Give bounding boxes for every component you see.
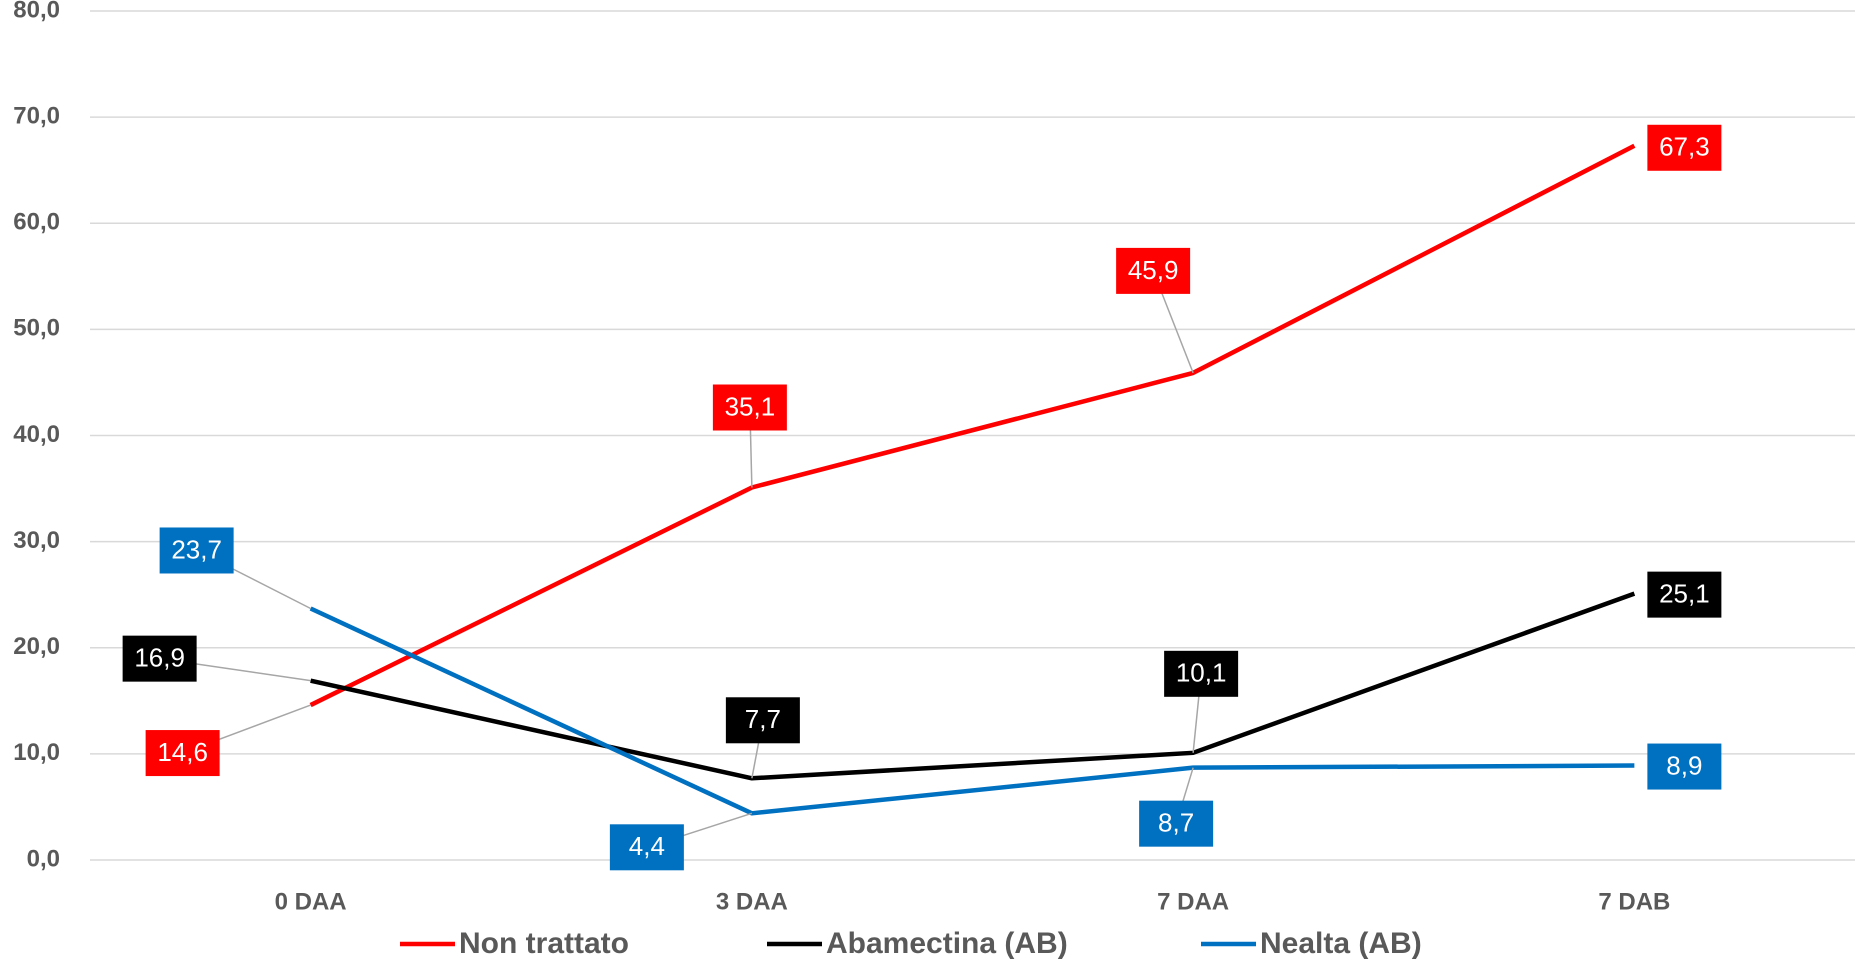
series-line	[309, 606, 1635, 816]
data-label-box	[159, 527, 234, 574]
series-line	[309, 143, 1636, 708]
x-tick-label: 0 DAA	[275, 888, 347, 915]
y-tick-label: 70,0	[13, 102, 60, 129]
data-label: 67,3	[1659, 132, 1710, 162]
data-label: 8,7	[1158, 808, 1194, 838]
y-tick-label: 60,0	[13, 209, 60, 236]
data-label-box	[1647, 743, 1722, 790]
y-tick-label: 40,0	[13, 421, 60, 448]
legend-label: Non trattato	[459, 927, 629, 960]
y-tick-label: 0,0	[27, 845, 60, 872]
data-label: 7,7	[745, 704, 781, 734]
data-label: 14,6	[157, 737, 208, 767]
data-label-box	[122, 635, 197, 682]
y-tick-label: 80,0	[13, 0, 60, 23]
data-label-box	[1116, 247, 1191, 294]
data-label: 25,1	[1659, 579, 1710, 609]
x-tick-label: 7 DAA	[1157, 888, 1229, 915]
data-label-box	[725, 697, 800, 744]
legend-label: Abamectina (AB)	[826, 927, 1068, 960]
series-line	[310, 591, 1636, 781]
data-label-box	[1647, 124, 1722, 171]
y-tick-label: 20,0	[13, 633, 60, 660]
data-label: 23,7	[171, 534, 222, 564]
data-label: 8,9	[1666, 750, 1702, 780]
data-label: 10,1	[1176, 658, 1227, 688]
x-tick-label: 3 DAA	[716, 888, 788, 915]
data-label-box	[145, 730, 220, 777]
data-label-box	[1164, 650, 1239, 697]
y-tick-label: 30,0	[13, 527, 60, 554]
y-tick-label: 50,0	[13, 315, 60, 342]
data-label: 35,1	[725, 391, 776, 421]
legend-label: Nealta (AB)	[1260, 927, 1422, 960]
data-label: 16,9	[134, 643, 185, 673]
x-tick-label: 7 DAB	[1598, 888, 1670, 915]
data-label-box	[1647, 571, 1722, 618]
data-label-box	[1139, 800, 1214, 847]
data-label: 4,4	[629, 831, 665, 861]
data-label: 45,9	[1128, 255, 1179, 285]
data-label-box	[712, 384, 787, 431]
y-tick-label: 10,0	[13, 739, 60, 766]
data-label-box	[609, 824, 684, 871]
